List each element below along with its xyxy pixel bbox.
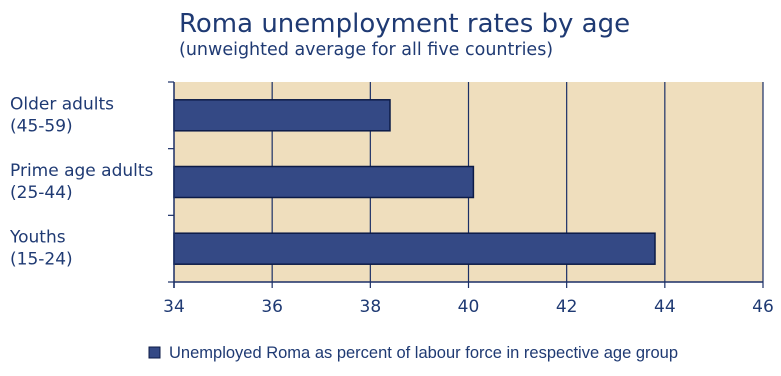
- axes: [168, 81, 764, 288]
- chart-title: Roma unemployment rates by age: [179, 9, 630, 39]
- bar: [173, 165, 475, 199]
- x-tick-label: 42: [556, 297, 578, 317]
- x-tick-label: 34: [163, 297, 185, 317]
- chart-subtitle: (unweighted average for all five countri…: [179, 40, 553, 60]
- bar: [173, 232, 656, 265]
- category-labels: Older adults (45-59) Prime age adults(25-…: [9, 94, 154, 269]
- bar: [173, 99, 391, 132]
- category-label: Youths: [9, 228, 66, 248]
- x-tick-label: 36: [261, 297, 283, 317]
- legend-swatch: [148, 346, 161, 359]
- x-tick-label: 40: [458, 297, 480, 317]
- category-label: Older adults: [10, 94, 114, 114]
- category-label: (45-59): [10, 116, 73, 136]
- legend: Unemployed Roma as percent of labour for…: [148, 344, 678, 362]
- x-tick-label: 44: [654, 297, 676, 317]
- category-label: Prime age adults: [10, 161, 154, 181]
- x-tick-label: 46: [752, 297, 774, 317]
- legend-label: Unemployed Roma as percent of labour for…: [169, 344, 678, 362]
- category-label: (15-24): [10, 250, 73, 270]
- category-label: (25-44): [10, 183, 73, 203]
- x-tick-labels: 34 36 38 40 42 44 46: [163, 297, 774, 317]
- x-tick-label: 38: [360, 297, 382, 317]
- bars: [173, 99, 656, 265]
